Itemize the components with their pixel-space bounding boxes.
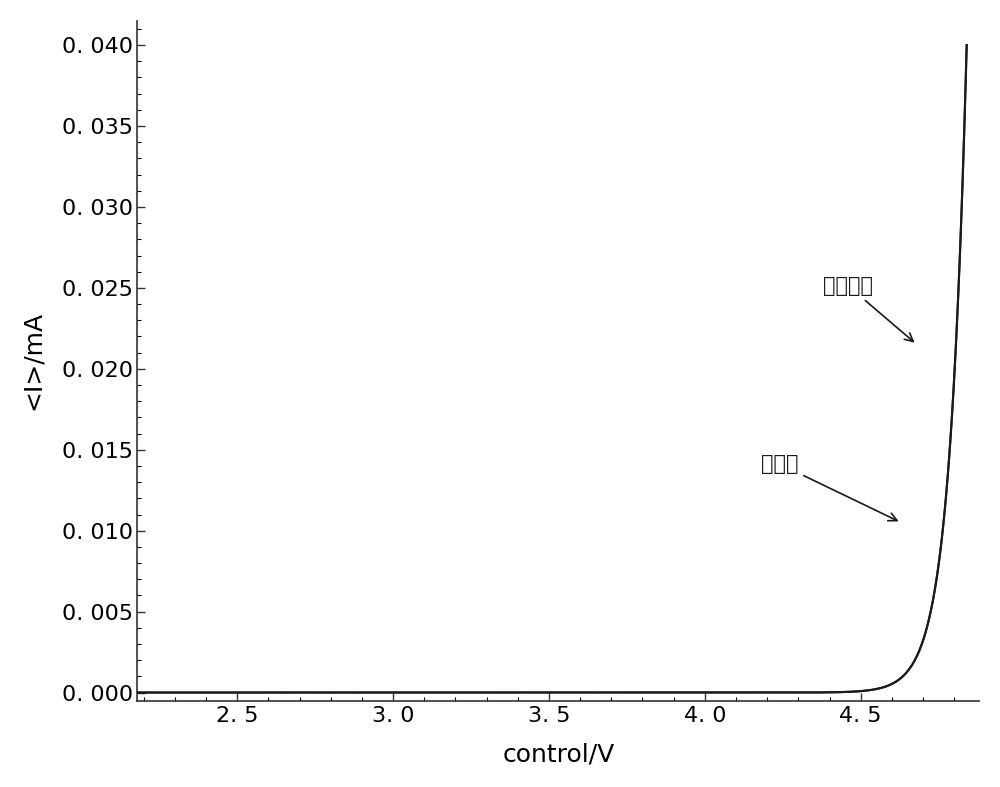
Text: 本方法: 本方法 [761, 454, 897, 521]
Text: 传统方法: 传统方法 [823, 276, 913, 342]
X-axis label: control/V: control/V [502, 742, 614, 767]
Y-axis label: <I>/mA: <I>/mA [21, 311, 45, 410]
